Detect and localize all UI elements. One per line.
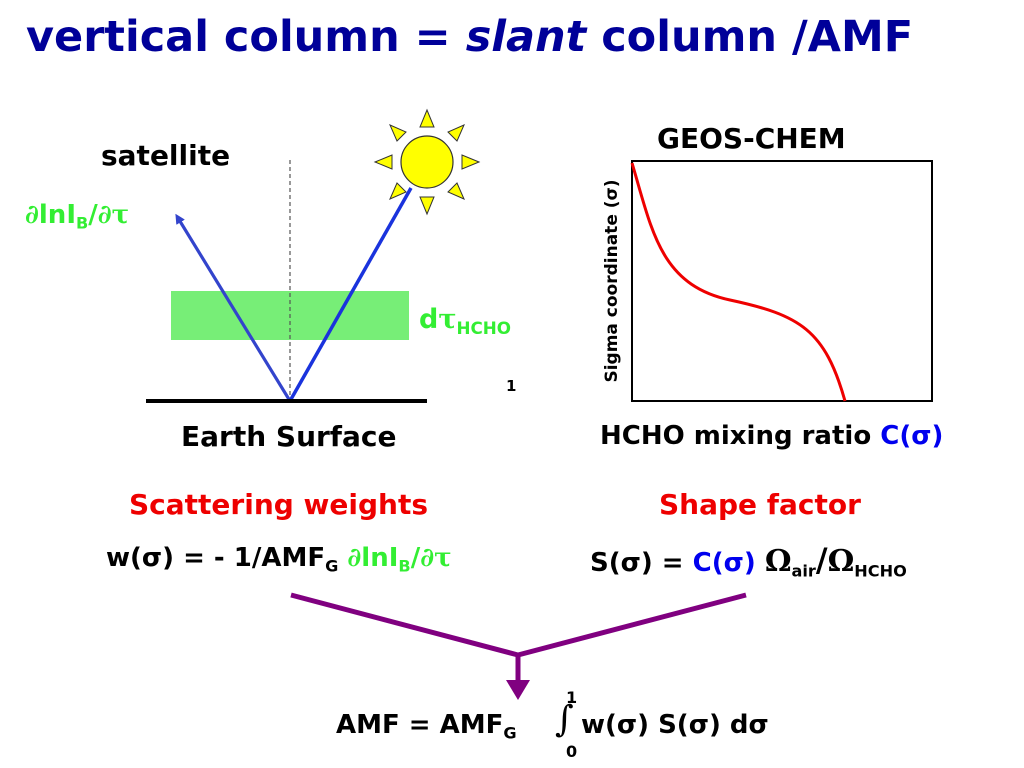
tau-symbol: τ	[434, 543, 452, 573]
slash: /	[815, 541, 828, 579]
partial-symbol: ∂	[25, 200, 39, 230]
shape-factor-formula: S(σ) = C(σ) Ωair/ΩHCHO	[590, 541, 907, 579]
combine-arrow-icon	[290, 592, 747, 700]
layer-optical-depth-label: dτHCHO	[419, 304, 512, 338]
integral-upper-limit: 1	[566, 688, 578, 707]
s-sigma-text: S(σ) =	[590, 548, 693, 578]
amf-subscript: G	[325, 556, 339, 576]
air-subscript: air	[791, 561, 816, 581]
hcho-profile-curve	[630, 162, 847, 402]
amf-integrand: w(σ) S(σ) dσ	[581, 710, 769, 740]
tau-symbol: τ	[438, 304, 457, 335]
d-text: d	[419, 304, 439, 335]
earth-surface-label: Earth Surface	[181, 420, 397, 453]
title-italic: slant	[465, 12, 587, 62]
c-sigma-text: C(σ)	[880, 421, 944, 451]
slide-title: vertical column = slant column /AMF	[26, 12, 913, 62]
omega-symbol: Ω	[764, 544, 792, 579]
integral-lower-limit: 0	[566, 742, 578, 761]
hcho-subscript: HCHO	[456, 317, 512, 338]
sigma-axis-label: Sigma coordinate (σ)	[602, 179, 622, 383]
w-sigma-text: w(σ) = - 1/AMF	[106, 543, 326, 573]
one-label: 1	[506, 377, 517, 395]
scattering-weights-formula: w(σ) = - 1/AMFG ∂lnIB/∂τ	[106, 543, 452, 576]
scattering-weights-heading: Scattering weights	[129, 488, 429, 521]
amf-lhs-text: AMF = AMF	[336, 710, 504, 740]
slash: /	[410, 543, 421, 573]
sun-icon	[373, 108, 481, 216]
partial-symbol-2: ∂	[420, 543, 435, 573]
lni-subscript: B	[398, 556, 411, 576]
mixing-ratio-label: HCHO mixing ratio C(σ)	[600, 421, 943, 451]
radiance-derivative-label: ∂lnIB/∂τ	[25, 200, 130, 233]
amf-formula: AMF = AMFG	[336, 710, 517, 743]
title-part1: vertical column =	[26, 12, 466, 62]
integral-symbol: ∫	[555, 699, 574, 740]
reflected-ray	[175, 213, 292, 402]
omega-symbol-2: Ω	[827, 544, 855, 579]
lni-text: lnI	[361, 543, 399, 573]
formula-space	[756, 548, 765, 578]
incident-ray	[288, 187, 413, 402]
lni-subscript: B	[76, 213, 89, 233]
satellite-label: satellite	[101, 139, 231, 172]
amf-subscript: G	[503, 723, 517, 743]
mixing-ratio-text: HCHO mixing ratio	[600, 421, 881, 451]
c-sigma-text: C(σ)	[692, 548, 756, 578]
partial-symbol-2: ∂	[97, 200, 112, 230]
hcho-subscript: HCHO	[854, 561, 907, 581]
partial-symbol: ∂	[347, 543, 362, 573]
geos-chem-label: GEOS-CHEM	[657, 122, 846, 155]
profile-plot-box	[631, 160, 933, 402]
slash: /	[88, 200, 98, 230]
derivative-term: ∂lnIB/∂τ	[347, 543, 452, 576]
lni-text: lnI	[38, 200, 76, 230]
shape-factor-heading: Shape factor	[659, 488, 861, 521]
title-part2: column /AMF	[586, 12, 914, 62]
tau-symbol: τ	[111, 200, 130, 230]
